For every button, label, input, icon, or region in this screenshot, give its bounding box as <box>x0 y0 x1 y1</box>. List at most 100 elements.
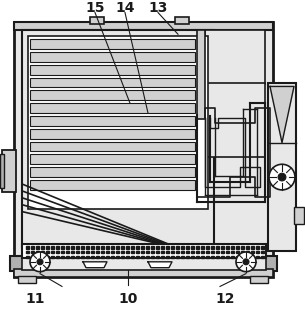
Bar <box>206 256 209 258</box>
Bar <box>96 256 99 258</box>
Bar <box>41 256 44 258</box>
Bar <box>251 256 253 258</box>
Bar <box>51 246 53 249</box>
Bar <box>36 256 38 258</box>
Bar <box>268 83 296 251</box>
Bar <box>46 246 48 249</box>
Bar <box>90 16 104 24</box>
Bar <box>30 77 195 88</box>
Bar <box>171 251 174 254</box>
Text: 15: 15 <box>85 1 105 14</box>
Bar <box>10 256 277 271</box>
Bar <box>231 256 234 258</box>
Bar <box>191 256 193 258</box>
Bar <box>256 251 259 254</box>
Bar <box>136 256 138 258</box>
Bar <box>196 246 199 249</box>
Bar <box>30 103 195 113</box>
Bar <box>14 269 273 277</box>
Bar <box>71 256 74 258</box>
Text: 13: 13 <box>148 1 168 14</box>
Bar <box>131 251 134 254</box>
Bar <box>136 251 138 254</box>
Bar <box>18 276 36 284</box>
Bar <box>30 65 195 75</box>
Bar <box>26 246 28 249</box>
Bar <box>91 251 94 254</box>
Bar <box>166 246 168 249</box>
Bar <box>116 256 119 258</box>
Bar <box>241 251 243 254</box>
Bar <box>226 256 228 258</box>
Bar <box>91 246 94 249</box>
Bar <box>36 251 38 254</box>
Bar <box>246 246 249 249</box>
Bar <box>2 151 16 192</box>
Bar <box>211 256 213 258</box>
Bar <box>121 256 124 258</box>
Text: 11: 11 <box>25 292 45 306</box>
Bar <box>226 251 228 254</box>
Bar <box>61 251 63 254</box>
Text: 10: 10 <box>118 292 138 306</box>
Bar <box>171 246 174 249</box>
Bar <box>196 251 199 254</box>
Bar <box>236 246 239 249</box>
Bar <box>126 246 128 249</box>
Bar <box>86 256 88 258</box>
Bar <box>176 251 178 254</box>
Bar <box>161 246 163 249</box>
Bar <box>141 246 143 249</box>
Bar <box>22 258 266 270</box>
Bar <box>101 251 103 254</box>
Bar <box>197 30 205 119</box>
Bar <box>261 251 264 254</box>
Bar <box>91 256 94 258</box>
Bar <box>181 246 184 249</box>
Bar <box>216 246 218 249</box>
Bar <box>231 246 234 249</box>
Bar <box>71 246 74 249</box>
Bar <box>175 16 189 24</box>
Bar <box>86 246 88 249</box>
Bar <box>30 167 195 177</box>
Bar <box>41 251 44 254</box>
Bar <box>30 90 195 100</box>
Bar <box>206 251 209 254</box>
Bar <box>131 256 134 258</box>
Bar <box>191 246 193 249</box>
Bar <box>14 22 273 30</box>
Bar <box>151 246 153 249</box>
Bar <box>66 246 69 249</box>
Bar <box>236 256 239 258</box>
Bar <box>61 256 63 258</box>
Bar <box>246 256 249 258</box>
Circle shape <box>37 259 43 265</box>
Bar <box>205 30 265 84</box>
Polygon shape <box>148 262 172 268</box>
Bar <box>76 256 78 258</box>
Bar <box>206 246 209 249</box>
Bar <box>256 256 259 258</box>
Bar <box>201 246 203 249</box>
Bar <box>186 246 188 249</box>
Text: 14: 14 <box>115 1 135 14</box>
Bar <box>146 256 149 258</box>
Bar <box>56 246 59 249</box>
Bar <box>26 256 28 258</box>
Bar <box>30 52 195 62</box>
Text: 12: 12 <box>215 292 235 306</box>
Bar <box>30 129 195 139</box>
Bar <box>30 154 195 164</box>
Bar <box>166 256 168 258</box>
Bar <box>26 251 28 254</box>
Bar <box>181 251 184 254</box>
Circle shape <box>236 252 256 272</box>
Bar <box>226 246 228 249</box>
Bar <box>101 256 103 258</box>
Bar <box>246 251 249 254</box>
Bar <box>146 246 149 249</box>
Bar <box>181 256 184 258</box>
Bar <box>66 256 69 258</box>
Bar <box>191 251 193 254</box>
